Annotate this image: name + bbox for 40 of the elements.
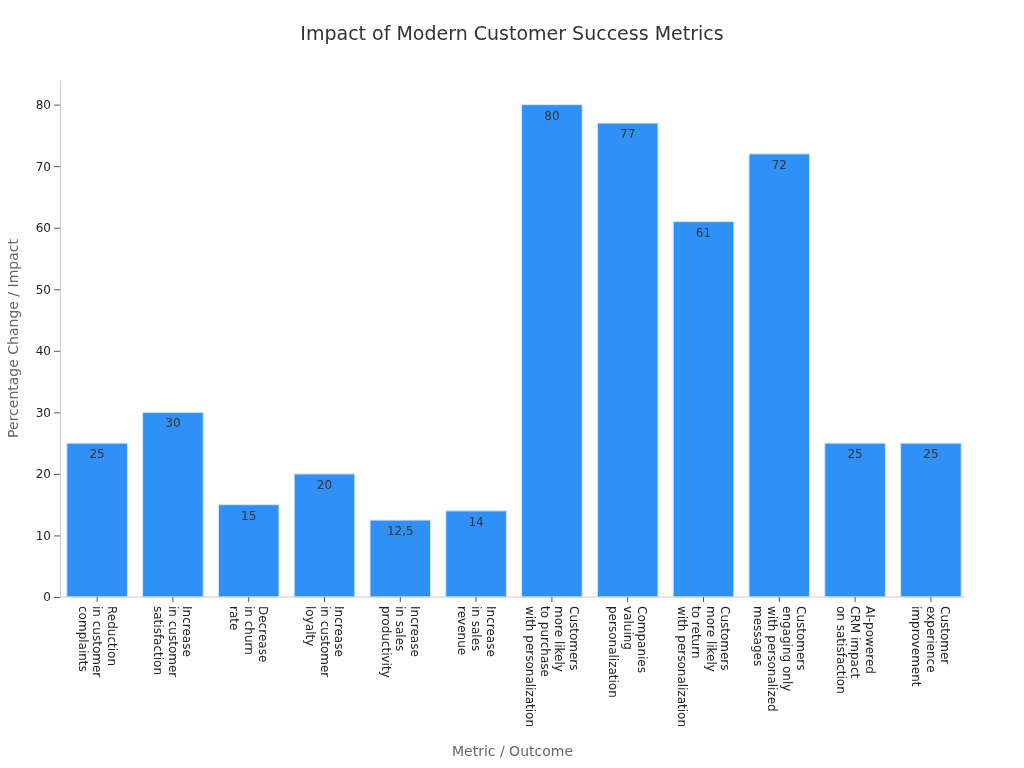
data-label: 25 [89,447,105,462]
chart-title: Impact of Modern Customer Success Metrics [300,22,724,44]
bar [369,519,432,598]
x-axis-title: Metric / Outcome [451,743,574,759]
data-label: 25 [847,447,863,462]
bar [672,221,735,598]
data-label: 77 [620,127,636,142]
bar [66,442,128,598]
bar [748,153,811,598]
bar [142,411,204,598]
y-tick-label: 70 [35,159,51,174]
y-axis-title: Percentage Change / Impact [5,238,21,438]
x-tick-label: Increase in customer loyalty [303,606,346,678]
bar [293,473,356,598]
bar [521,104,583,598]
data-label: 80 [544,108,560,123]
data-label: 20 [316,477,333,492]
y-tick-label: 10 [35,528,51,543]
data-label: 30 [165,416,181,431]
bar [596,122,659,598]
y-tick-label: 80 [35,97,51,112]
data-label: 15 [241,508,257,523]
y-tick-label: 60 [35,221,51,236]
bar [824,442,886,598]
x-tick-label: Increase in sales revenue [454,606,498,657]
x-tick-label: Decrease in churn rate [227,606,271,663]
data-label: 61 [695,225,712,240]
data-label: 72 [771,157,787,172]
y-tick-label: 0 [43,590,51,605]
y-tick-label: 50 [35,282,51,297]
y-tick-label: 30 [35,405,51,420]
data-label: 14 [468,514,484,529]
y-tick-label: 20 [35,467,51,482]
data-label: 12,5 [386,524,414,539]
x-tick-label: Reduction in customer complaints [75,606,119,678]
bar [445,510,507,598]
bar [217,504,280,598]
data-label: 25 [923,447,939,462]
y-tick-label: 40 [35,344,51,359]
bar [900,442,962,598]
